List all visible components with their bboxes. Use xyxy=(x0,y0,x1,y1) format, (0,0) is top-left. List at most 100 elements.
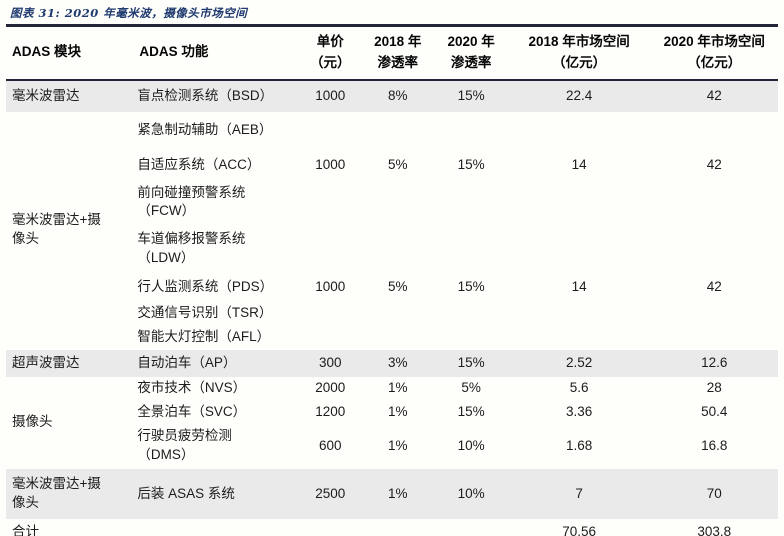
cell-feature-ldw: 车道偏移报警系统 （LDW） xyxy=(137,231,246,266)
cell-pen2018-asas: 1% xyxy=(361,469,435,519)
cell-mkt2018-acc: 14 xyxy=(571,156,587,172)
figure-title: 图表 31: 2020 年毫米波，摄像头市场空间 xyxy=(10,6,248,20)
cell-mkt2018-asas: 7 xyxy=(507,469,651,519)
cell-mkt2020-dms: 16.8 xyxy=(701,437,728,453)
cell-pen2020-total xyxy=(434,519,507,536)
header-pen2020: 2020 年 渗透率 xyxy=(434,25,508,81)
cell-pen2018-bsd: 8% xyxy=(361,79,435,112)
cell-mkt2020-nvs: 28 xyxy=(706,379,722,395)
cell-pen2018-acc: 5% xyxy=(388,156,408,172)
cell-price-ldw xyxy=(299,225,361,274)
table-body: 毫米波雷达 盲点检测系统（BSD） 1000 8% 15% 22.4 42 毫米波雷达+摄 像… xyxy=(6,79,778,536)
cell-mkt2020-pds: 42 xyxy=(706,279,722,295)
cell-module-asas: 毫米波雷达+摄 像头 xyxy=(6,469,134,519)
table-row-pds: 行人监测系统（PDS） 1000 5% 15% 14 42 xyxy=(6,274,778,301)
cell-feature-fcw: 前向碰撞预警系统 （FCW） xyxy=(137,184,246,219)
cell-mkt2020-afl xyxy=(651,326,778,350)
cell-feature-svc: 全景泊车（SVC） xyxy=(137,403,247,419)
cell-feature-total xyxy=(133,519,299,536)
cell-mkt2018-svc: 3.36 xyxy=(566,403,593,419)
cell-module-ap: 超声波雷达 xyxy=(6,349,134,377)
cell-pen2018-ap: 3% xyxy=(361,349,435,377)
cell-feature-nvs: 夜市技术（NVS） xyxy=(137,379,247,395)
cell-module-total: 合计 xyxy=(12,523,39,536)
cell-mkt2020-fcw xyxy=(651,181,778,226)
header-feature: ADAS 功能 xyxy=(133,25,300,81)
cell-mkt2020-ap: 12.6 xyxy=(650,349,778,377)
table-row-total: 合计 70.56 303.8 xyxy=(6,519,778,536)
cell-mkt2018-ap: 2.52 xyxy=(507,349,651,377)
cell-price-asas: 2500 xyxy=(299,469,362,519)
header-mkt2020: 2020 年市场空间 （亿元） xyxy=(650,25,778,81)
cell-price-aeb xyxy=(299,112,361,150)
cell-pen2020-fcw xyxy=(434,181,507,226)
cell-pen2020-dms: 10% xyxy=(457,437,485,453)
cell-mkt2020-aeb xyxy=(651,112,778,150)
cell-pen2020-ldw xyxy=(434,225,507,274)
cell-pen2020-asas: 10% xyxy=(434,469,508,519)
cell-mkt2018-tsr xyxy=(508,301,651,326)
cell-feature-aeb: 紧急制动辅助（AEB） xyxy=(137,121,273,137)
cell-pen2018-afl xyxy=(361,326,434,350)
cell-mkt2018-aeb xyxy=(508,112,651,150)
cell-pen2020-svc: 15% xyxy=(457,403,485,419)
cell-feature-pds: 行人监测系统（PDS） xyxy=(137,279,274,295)
cell-mkt2018-pds: 14 xyxy=(571,279,587,295)
header-module: ADAS 模块 xyxy=(6,25,134,81)
cell-feature-asas: 后装 ASAS 系统 xyxy=(133,469,300,519)
cell-price-nvs: 2000 xyxy=(315,379,346,395)
cell-pen2020-tsr xyxy=(434,301,507,326)
cell-feature-tsr: 交通信号识别（TSR） xyxy=(137,304,273,320)
table-row-acc: 自适应系统（ACC） 1000 5% 15% 14 42 xyxy=(6,150,778,181)
cell-pen2018-fcw xyxy=(361,181,434,226)
table-row-tsr: 交通信号识别（TSR） xyxy=(6,301,778,326)
cell-module-bsd: 毫米波雷达 xyxy=(6,79,134,112)
cell-price-pds: 1000 xyxy=(315,279,346,295)
cell-pen2018-dms: 1% xyxy=(388,437,408,453)
cell-mkt2018-nvs: 5.6 xyxy=(569,379,589,395)
cell-pen2018-pds: 5% xyxy=(388,279,408,295)
adas-market-table: ADAS 模块 ADAS 功能 单价 （元） 2018 年 渗透率 2020 年 渗透率… xyxy=(6,24,778,536)
cell-pen2018-svc: 1% xyxy=(388,403,408,419)
cell-mkt2018-fcw xyxy=(508,181,651,226)
header-mkt2018: 2018 年市场空间 （亿元） xyxy=(507,25,651,81)
header-pen2018: 2018 年 渗透率 xyxy=(361,25,435,81)
header-price: 单价 （元） xyxy=(299,25,362,81)
cell-price-ap: 300 xyxy=(299,349,362,377)
cell-pen2020-nvs: 5% xyxy=(461,379,481,395)
table-row-aeb: 毫米波雷达+摄 像头 紧急制动辅助（AEB） xyxy=(6,112,778,247)
table-row-nvs: 摄像头 夜市技术（NVS） 2000 1% 5% 5.6 28 xyxy=(6,377,778,430)
cell-feature-acc: 自适应系统（ACC） xyxy=(137,156,261,172)
cell-mkt2020-bsd: 42 xyxy=(650,79,778,112)
table-row-ldw: 车道偏移报警系统 （LDW） xyxy=(6,225,778,274)
cell-mkt2018-afl xyxy=(508,326,651,350)
cell-pen2018-tsr xyxy=(361,301,434,326)
cell-pen2020-pds: 15% xyxy=(457,279,485,295)
table-header-row: ADAS 模块 ADAS 功能 单价 （元） 2018 年 渗透率 2020 年 渗透率… xyxy=(6,25,778,81)
table-row-afl: 智能大灯控制（AFL） xyxy=(6,326,778,350)
cell-mkt2020-ldw xyxy=(651,225,778,274)
table-header: ADAS 模块 ADAS 功能 单价 （元） 2018 年 渗透率 2020 年 渗透率… xyxy=(6,25,778,81)
cell-mkt2020-total: 303.8 xyxy=(697,523,732,536)
table-row-dms: 行驶员疲劳检测 （DMS） 600 1% 10% 1.68 16.8 xyxy=(6,424,778,469)
table-row-fcw: 前向碰撞预警系统 （FCW） xyxy=(6,181,778,226)
table-row-bsd: 毫米波雷达 盲点检测系统（BSD） 1000 8% 15% 22.4 42 xyxy=(6,79,778,112)
cell-price-svc: 1200 xyxy=(315,403,346,419)
cell-feature-dms: 行驶员疲劳检测 （DMS） xyxy=(137,428,232,463)
cell-feature-ap: 自动泊车（AP） xyxy=(133,349,300,377)
cell-mkt2018-dms: 1.68 xyxy=(566,437,593,453)
cell-pen2020-bsd: 15% xyxy=(434,79,508,112)
cell-pen2018-aeb xyxy=(361,112,434,150)
cell-price-acc: 1000 xyxy=(315,156,346,172)
cell-mkt2018-total: 70.56 xyxy=(562,523,597,536)
cell-mkt2020-tsr xyxy=(651,301,778,326)
cell-price-total xyxy=(299,519,361,536)
cell-pen2018-ldw xyxy=(361,225,434,274)
cell-mkt2020-acc: 42 xyxy=(706,156,722,172)
cell-pen2020-ap: 15% xyxy=(434,349,508,377)
cell-feature-afl: 智能大灯控制（AFL） xyxy=(137,328,271,344)
cell-price-bsd: 1000 xyxy=(299,79,362,112)
cell-mkt2018-bsd: 22.4 xyxy=(507,79,651,112)
cell-mkt2018-ldw xyxy=(508,225,651,274)
